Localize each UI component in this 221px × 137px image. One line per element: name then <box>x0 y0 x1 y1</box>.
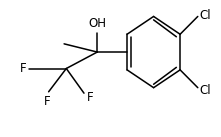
Text: F: F <box>44 95 51 108</box>
Text: F: F <box>87 91 94 104</box>
Text: OH: OH <box>88 17 106 30</box>
Text: Cl: Cl <box>199 84 211 97</box>
Text: Cl: Cl <box>199 9 211 22</box>
Text: F: F <box>20 62 27 75</box>
